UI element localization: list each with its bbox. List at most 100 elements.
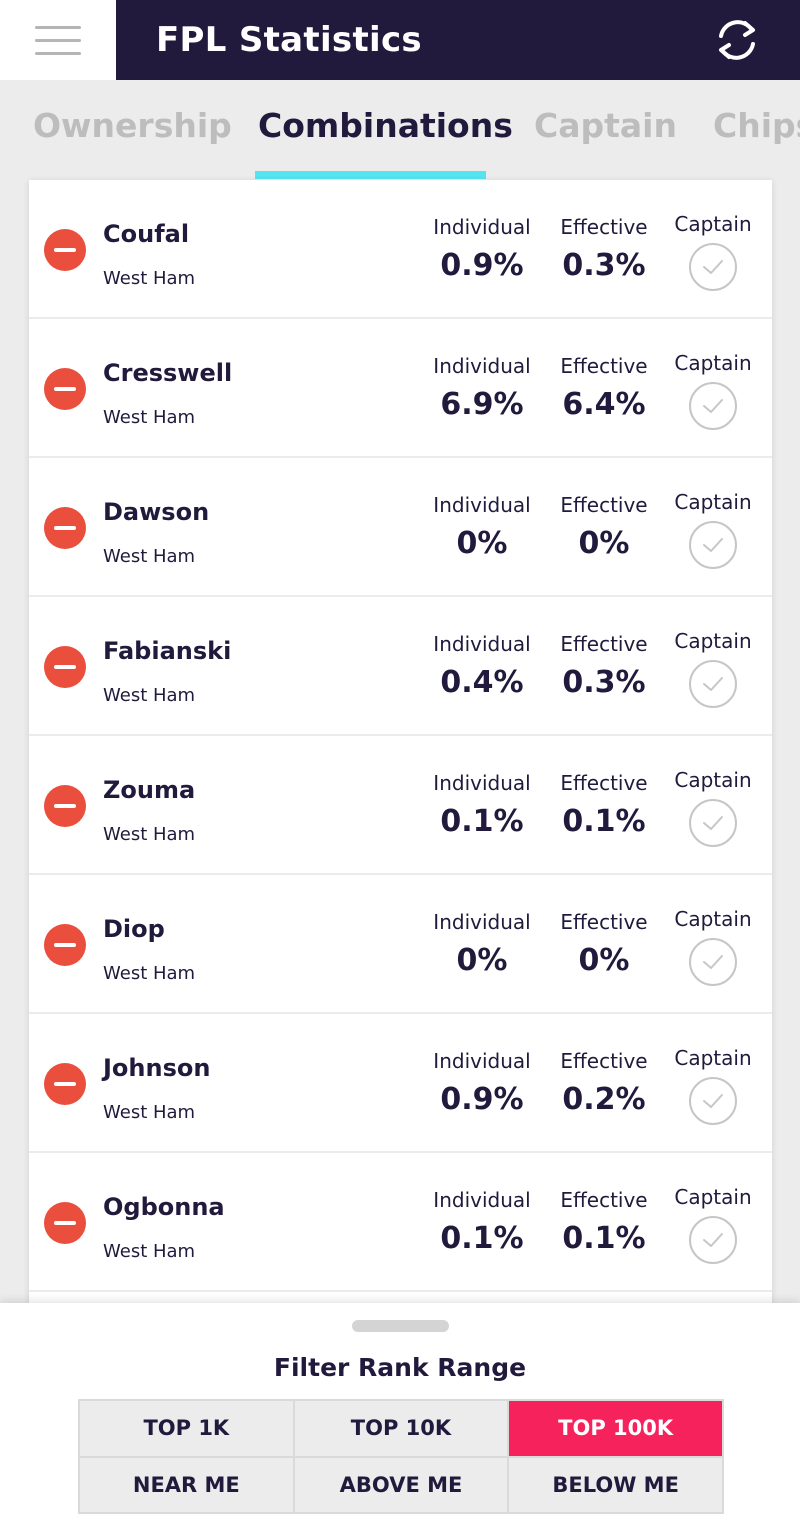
effective-label: Effective	[560, 354, 648, 378]
app-header: FPL Statistics	[0, 0, 800, 80]
captain-label: Captain	[674, 490, 752, 514]
remove-player-button[interactable]	[44, 646, 86, 688]
individual-label: Individual	[433, 493, 531, 517]
individual-value: 0.1%	[440, 804, 524, 839]
player-team: West Ham	[103, 1102, 196, 1123]
individual-label: Individual	[433, 215, 531, 239]
player-team: West Ham	[103, 963, 196, 984]
effective-value: 0%	[578, 943, 630, 978]
sheet-drag-handle[interactable]	[352, 1320, 449, 1332]
player-row-fabianski: Fabianski West Ham Individual 0.4% Effective…	[29, 597, 772, 736]
player-row-zouma: Zouma West Ham Individual 0.1% Effective 0.1%…	[29, 736, 772, 875]
filter-top-1k-button[interactable]: TOP 1K	[80, 1401, 293, 1456]
individual-value: 0.9%	[440, 1082, 524, 1117]
player-row-johnson: Johnson West Ham Individual 0.9% Effective 0.…	[29, 1014, 772, 1153]
captain-label: Captain	[674, 351, 752, 375]
filter-above-me-button[interactable]: ABOVE ME	[294, 1457, 508, 1512]
effective-value: 0%	[578, 526, 630, 561]
player-name: Ogbonna	[103, 1193, 225, 1221]
player-team: West Ham	[103, 1241, 196, 1262]
menu-line	[35, 38, 81, 42]
player-row-ogbonna: Ogbonna West Ham Individual 0.1% Effective 0.…	[29, 1153, 772, 1292]
filter-top-10k-button[interactable]: TOP 10K	[294, 1401, 508, 1456]
captain-check-icon[interactable]	[689, 382, 737, 430]
individual-value: 0%	[456, 943, 508, 978]
app-title: FPL Statistics	[156, 20, 422, 60]
player-row-cresswell: Cresswell West Ham Individual 6.9% Effective…	[29, 319, 772, 458]
remove-player-button[interactable]	[44, 1063, 86, 1105]
remove-player-button[interactable]	[44, 368, 86, 410]
captain-label: Captain	[674, 1046, 752, 1070]
individual-value: 6.9%	[440, 387, 524, 422]
individual-value: 0.1%	[440, 1221, 524, 1256]
individual-value: 0.4%	[440, 665, 524, 700]
effective-label: Effective	[560, 771, 648, 795]
effective-label: Effective	[560, 215, 648, 239]
captain-check-icon[interactable]	[689, 243, 737, 291]
tab-ownership[interactable]: Ownership	[33, 106, 232, 145]
filter-title: Filter Rank Range	[273, 1353, 527, 1382]
captain-check-icon[interactable]	[689, 521, 737, 569]
captain-check-icon[interactable]	[689, 660, 737, 708]
remove-player-button[interactable]	[44, 785, 86, 827]
player-row-diop: Diop West Ham Individual 0% Effective 0% Capta…	[29, 875, 772, 1014]
player-team: West Ham	[103, 824, 196, 845]
player-name: Cresswell	[103, 359, 233, 387]
effective-value: 6.4%	[562, 387, 646, 422]
individual-label: Individual	[433, 1049, 531, 1073]
individual-label: Individual	[433, 632, 531, 656]
remove-player-button[interactable]	[44, 924, 86, 966]
player-name: Diop	[103, 915, 165, 943]
individual-label: Individual	[433, 771, 531, 795]
menu-line	[35, 25, 81, 29]
captain-label: Captain	[674, 629, 752, 653]
player-team: West Ham	[103, 268, 196, 289]
hamburger-menu-icon[interactable]	[0, 0, 116, 80]
refresh-icon[interactable]	[712, 15, 762, 65]
individual-value: 0%	[456, 526, 508, 561]
captain-label: Captain	[674, 768, 752, 792]
remove-player-button[interactable]	[44, 1202, 86, 1244]
player-team: West Ham	[103, 685, 196, 706]
player-row-dawson: Dawson West Ham Individual 0% Effective 0% Cap…	[29, 458, 772, 597]
player-team: West Ham	[103, 407, 196, 428]
tab-captain[interactable]: Captain	[534, 106, 677, 145]
menu-line	[35, 51, 81, 55]
filter-near-me-button[interactable]: NEAR ME	[80, 1457, 293, 1512]
captain-check-icon[interactable]	[689, 1216, 737, 1264]
player-name: Dawson	[103, 498, 210, 526]
remove-player-button[interactable]	[44, 229, 86, 271]
captain-check-icon[interactable]	[689, 799, 737, 847]
effective-label: Effective	[560, 1188, 648, 1212]
filter-below-me-button[interactable]: BELOW ME	[509, 1457, 722, 1512]
tab-bar: Ownership Combinations Captain Chips	[0, 80, 800, 180]
captain-check-icon[interactable]	[689, 938, 737, 986]
effective-label: Effective	[560, 910, 648, 934]
effective-value: 0.3%	[562, 248, 646, 283]
effective-value: 0.1%	[562, 804, 646, 839]
player-list[interactable]: Coufal West Ham Individual 0.9% Effective 0.3…	[29, 180, 772, 1305]
effective-label: Effective	[560, 1049, 648, 1073]
player-team: West Ham	[103, 546, 196, 567]
captain-check-icon[interactable]	[689, 1077, 737, 1125]
captain-label: Captain	[674, 907, 752, 931]
captain-label: Captain	[674, 212, 752, 236]
tab-combinations[interactable]: Combinations	[258, 106, 513, 145]
filter-top-100k-button[interactable]: TOP 100K	[509, 1401, 722, 1456]
effective-value: 0.3%	[562, 665, 646, 700]
individual-label: Individual	[433, 354, 531, 378]
individual-label: Individual	[433, 1188, 531, 1212]
effective-value: 0.1%	[562, 1221, 646, 1256]
player-name: Johnson	[103, 1054, 211, 1082]
rank-range-grid: TOP 1K TOP 10K TOP 100K NEAR ME ABOVE ME BELO…	[78, 1399, 724, 1514]
filter-bottom-sheet: Filter Rank Range TOP 1K TOP 10K TOP 100K N…	[0, 1303, 800, 1528]
effective-value: 0.2%	[562, 1082, 646, 1117]
captain-label: Captain	[674, 1185, 752, 1209]
effective-label: Effective	[560, 493, 648, 517]
remove-player-button[interactable]	[44, 507, 86, 549]
effective-label: Effective	[560, 632, 648, 656]
player-row-coufal: Coufal West Ham Individual 0.9% Effective 0.3…	[29, 180, 772, 319]
active-tab-indicator	[255, 171, 486, 179]
player-name: Zouma	[103, 776, 196, 804]
tab-chips[interactable]: Chips	[713, 106, 800, 145]
